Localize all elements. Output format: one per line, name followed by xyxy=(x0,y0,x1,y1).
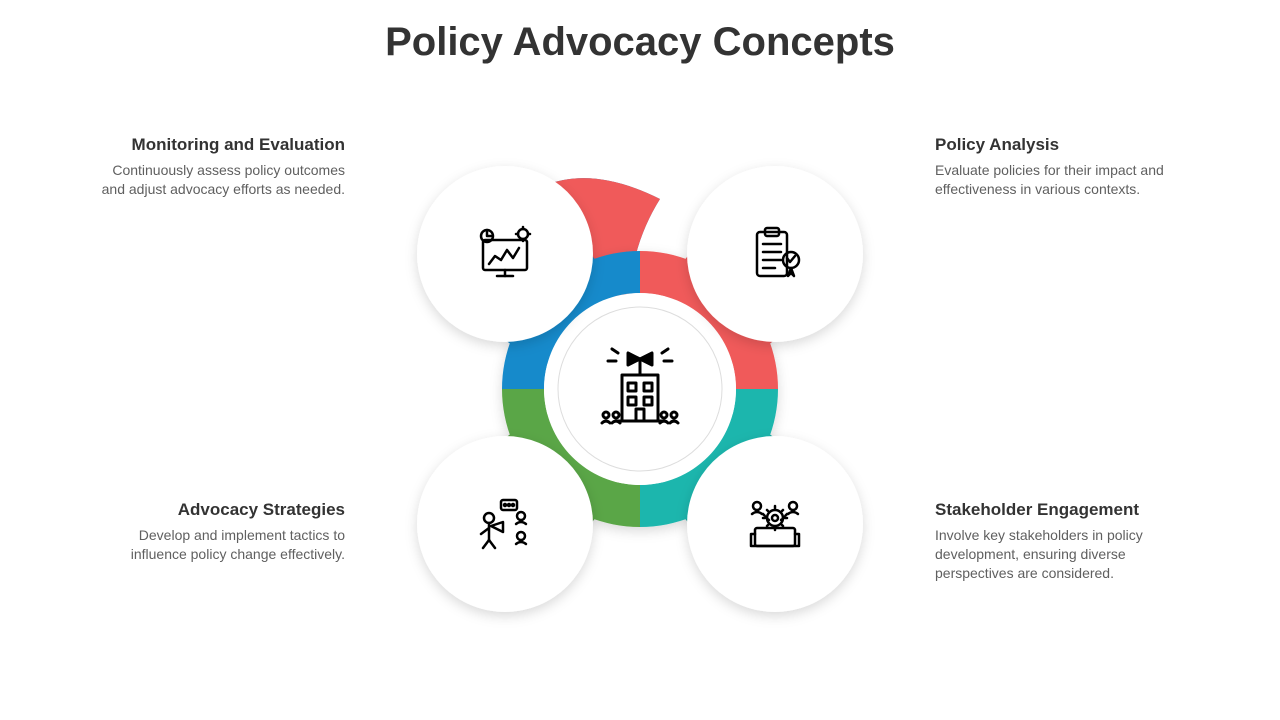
text-block-tl: Monitoring and Evaluation Continuously a… xyxy=(95,135,345,199)
page-title: Policy Advocacy Concepts xyxy=(0,20,1280,65)
text-block-tr: Policy Analysis Evaluate policies for th… xyxy=(935,135,1185,199)
stakeholder-icon xyxy=(743,492,807,556)
strategy-icon xyxy=(473,492,537,556)
body-br: Involve key stakeholders in policy devel… xyxy=(935,526,1185,583)
heading-tl: Monitoring and Evaluation xyxy=(95,135,345,155)
text-block-bl: Advocacy Strategies Develop and implemen… xyxy=(95,500,345,564)
slide: Policy Advocacy Concepts xyxy=(0,0,1280,720)
heading-tr: Policy Analysis xyxy=(935,135,1185,155)
body-tr: Evaluate policies for their impact and e… xyxy=(935,161,1185,199)
monitoring-icon xyxy=(473,222,537,286)
circular-diagram xyxy=(360,109,920,669)
building-megaphone-icon xyxy=(590,339,690,439)
heading-br: Stakeholder Engagement xyxy=(935,500,1185,520)
body-tl: Continuously assess policy outcomes and … xyxy=(95,161,345,199)
body-bl: Develop and implement tactics to influen… xyxy=(95,526,345,564)
clipboard-icon xyxy=(743,222,807,286)
text-block-br: Stakeholder Engagement Involve key stake… xyxy=(935,500,1185,583)
heading-bl: Advocacy Strategies xyxy=(95,500,345,520)
